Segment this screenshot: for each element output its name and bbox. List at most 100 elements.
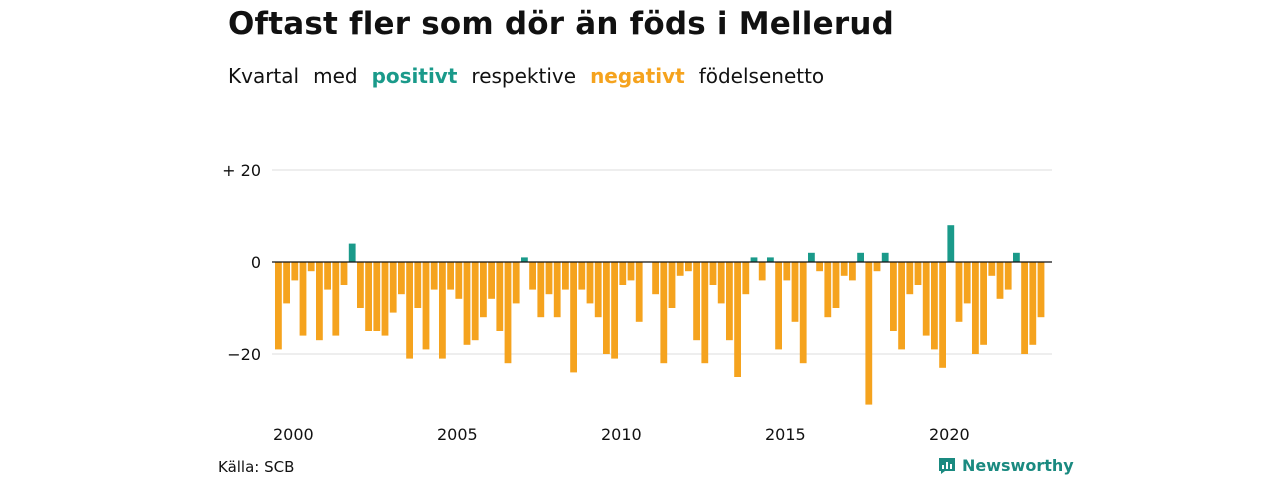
newsworthy-logo-text: Newsworthy: [962, 456, 1074, 475]
chart-subtitle: Kvartal med positivt respektive negativt föde…: [228, 64, 824, 88]
bar-negative: [291, 262, 299, 281]
bar-negative: [906, 262, 914, 295]
bar-negative: [488, 262, 495, 299]
bar-negative: [955, 262, 963, 322]
bar-negative: [742, 262, 750, 295]
bar-negative: [299, 262, 307, 336]
x-tick-label: 2020: [929, 425, 970, 444]
bar-negative: [529, 262, 536, 290]
bar-negative: [701, 262, 709, 364]
bar-negative: [635, 262, 643, 322]
bar-negative: [316, 262, 323, 341]
bar-positive: [857, 252, 864, 262]
bar-negative: [324, 262, 331, 290]
bar-negative: [898, 262, 905, 350]
bar-negative: [832, 262, 840, 308]
bar-negative: [283, 262, 290, 304]
bar-positive: [1013, 252, 1020, 262]
bar-negative: [816, 262, 823, 272]
bar-positive: [881, 252, 889, 262]
bar-negative: [537, 262, 545, 318]
bar-negative: [398, 262, 405, 295]
y-tick-label: + 20: [222, 161, 261, 180]
bar-negative: [373, 262, 381, 331]
bar-negative: [685, 262, 692, 272]
bar-negative: [799, 262, 807, 364]
newsworthy-logo-icon: [939, 457, 955, 474]
bar-negative: [275, 262, 282, 350]
bar-negative: [611, 262, 618, 359]
bar-positive: [947, 225, 955, 262]
bar-negative: [463, 262, 471, 345]
bar-negative: [1029, 262, 1037, 345]
bar-negative: [553, 262, 561, 318]
bar-negative: [512, 262, 520, 304]
bar-negative: [873, 262, 881, 272]
bar-negative: [365, 262, 372, 331]
bar-negative: [381, 262, 389, 336]
bar-negative: [307, 262, 315, 272]
bar-negative: [914, 262, 922, 285]
bar-negative: [988, 262, 996, 276]
bar-negative: [972, 262, 979, 354]
newsworthy-logo: Newsworthy: [938, 456, 1074, 475]
x-tick-label: 2005: [437, 425, 478, 444]
bar-negative: [734, 262, 741, 377]
bar-negative: [422, 262, 430, 350]
bar-negative: [504, 262, 512, 364]
bar-negative: [562, 262, 569, 290]
bar-negative: [652, 262, 659, 295]
bar-negative: [496, 262, 504, 331]
bar-negative: [726, 262, 733, 341]
bar-negative: [890, 262, 897, 331]
bar-negative: [430, 262, 438, 290]
bar-negative: [939, 262, 946, 368]
bar-negative: [709, 262, 717, 285]
bar-negative: [480, 262, 487, 318]
bar-negative: [447, 262, 454, 290]
bar-negative: [783, 262, 791, 281]
bar-negative: [980, 262, 987, 345]
bar-positive: [750, 257, 758, 262]
bar-negative: [627, 262, 635, 281]
bar-negative: [996, 262, 1004, 299]
bar-negative: [603, 262, 610, 354]
bar-negative: [849, 262, 856, 281]
bar-negative: [775, 262, 782, 350]
bar-negative: [922, 262, 930, 336]
bar-negative: [471, 262, 479, 341]
bar-positive: [348, 243, 356, 262]
bar-negative: [840, 262, 848, 276]
x-tick-label: 2000: [273, 425, 314, 444]
bar-negative: [619, 262, 627, 285]
bar-positive: [521, 257, 528, 262]
bar-negative: [693, 262, 700, 341]
bar-negative: [594, 262, 602, 318]
bar-negative: [545, 262, 553, 295]
bar-negative: [717, 262, 725, 304]
subtitle-negative-label: negativt: [590, 64, 685, 88]
bar-negative: [455, 262, 463, 299]
bar-negative: [676, 262, 684, 276]
subtitle-text-2: med: [313, 64, 358, 88]
bar-negative: [578, 262, 586, 290]
bar-negative: [340, 262, 348, 285]
bar-negative: [865, 262, 873, 405]
bar-negative: [931, 262, 938, 350]
subtitle-text-1: Kvartal: [228, 64, 300, 88]
bar-negative: [824, 262, 832, 318]
subtitle-text-3: respektive: [471, 64, 577, 88]
y-tick-label: −20: [227, 345, 261, 364]
bar-negative: [963, 262, 971, 304]
bar-negative: [439, 262, 446, 359]
y-tick-label: 0: [251, 253, 261, 272]
bar-negative: [1021, 262, 1028, 354]
bar-negative: [389, 262, 397, 313]
bar-negative: [1037, 262, 1045, 318]
bar-negative: [414, 262, 422, 308]
bar-negative: [758, 262, 766, 281]
subtitle-positive-label: positivt: [371, 64, 458, 88]
x-tick-label: 2015: [765, 425, 806, 444]
bar-negative: [668, 262, 676, 308]
